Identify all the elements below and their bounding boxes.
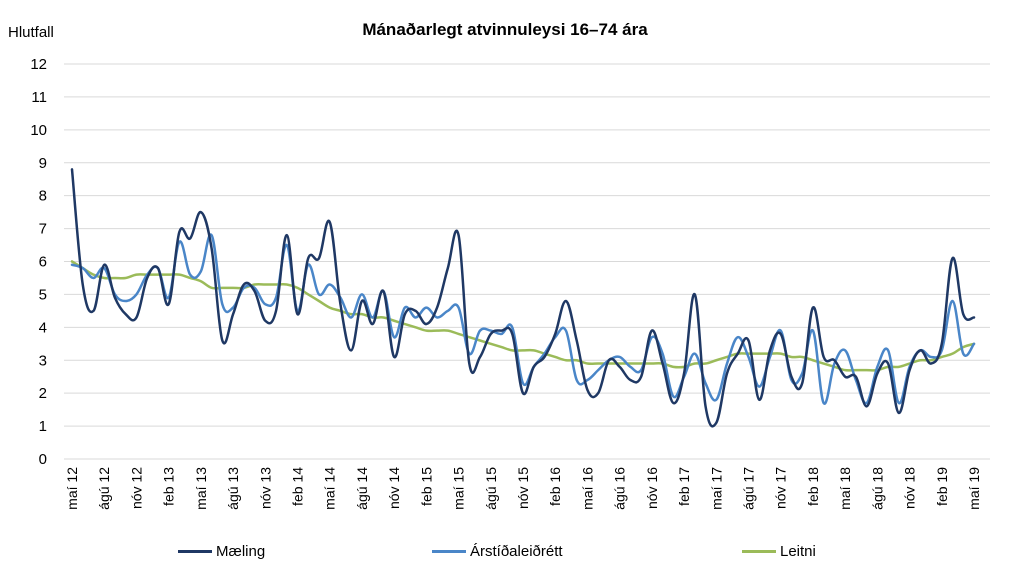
x-tick-label: ágú 16 [612,467,628,510]
x-tick-label: feb 14 [290,467,306,506]
legend-label-arstidaleidrett: Árstíðaleiðrétt [470,543,563,560]
x-tick-label: feb 16 [547,467,563,506]
y-tick-label: 12 [30,56,47,73]
legend-swatch-maeling [178,550,212,553]
legend-item-leitni: Leitni [742,543,816,560]
y-tick-label: 9 [39,155,47,172]
x-tick-label: ágú 15 [483,467,499,510]
legend-label-maeling: Mæling [216,543,266,560]
x-tick-label: nóv 13 [257,467,273,509]
series-line-maeling [70,168,976,428]
legend-item-arstidaleidrett: Árstíðaleiðrétt [432,543,563,560]
x-tick-label: ágú 12 [96,467,112,510]
y-tick-label: 8 [39,188,47,205]
chart-title: Mánaðarlegt atvinnuleysi 16–74 ára [362,20,648,39]
x-tick-label: ágú 14 [354,467,370,510]
x-tick-label: nóv 18 [902,467,918,509]
x-tick-label: ágú 13 [225,467,241,510]
series-lines [70,168,976,428]
y-tick-label: 11 [31,89,47,106]
y-tick-label: 5 [39,286,47,303]
x-tick-label: feb 15 [418,467,434,506]
y-tick-label: 4 [39,319,47,336]
gridlines [64,63,990,460]
legend-item-maeling: Mæling [178,543,265,560]
legend-swatch-arstidaleidrett [432,550,466,553]
y-tick-label: 3 [39,352,47,369]
legend-swatch-leitni [742,550,776,553]
series-line-arstidaleidrett [70,233,976,405]
x-tick-label: maí 14 [322,467,338,510]
x-tick-label: feb 19 [934,467,950,506]
x-tick-label: maí 13 [193,467,209,510]
legend: Mæling Árstíðaleiðrétt Leitni [0,543,1024,569]
x-tick-labels: maí 12 ágú 12 nóv 12 feb 13 maí 13 ágú 13 nóv … [64,467,982,510]
x-tick-label: feb 13 [161,467,177,506]
y-tick-label: 0 [39,451,47,468]
y-axis-label: Hlutfall [8,24,54,41]
series-line-leitni [70,260,976,372]
y-tick-label: 1 [39,418,47,435]
y-tick-label: 7 [39,221,47,238]
x-tick-label: maí 19 [966,467,982,510]
x-tick-label: maí 16 [579,467,595,510]
x-tick-label: maí 18 [837,467,853,510]
x-tick-label: ágú 18 [869,467,885,510]
x-tick-label: nóv 17 [773,467,789,509]
x-tick-label: maí 17 [708,467,724,510]
x-tick-label: maí 12 [64,467,80,510]
x-tick-label: nóv 15 [515,467,531,509]
legend-label-leitni: Leitni [780,543,816,560]
x-tick-label: feb 18 [805,467,821,506]
x-tick-label: nóv 12 [128,467,144,509]
x-tick-label: nóv 14 [386,467,402,509]
y-tick-label: 2 [39,385,47,402]
y-tick-label: 10 [30,122,47,139]
x-tick-label: ágú 17 [741,467,757,510]
y-tick-label: 6 [39,254,47,271]
x-tick-label: nóv 16 [644,467,660,509]
x-tick-label: feb 17 [676,467,692,506]
x-tick-label: maí 15 [451,467,467,510]
